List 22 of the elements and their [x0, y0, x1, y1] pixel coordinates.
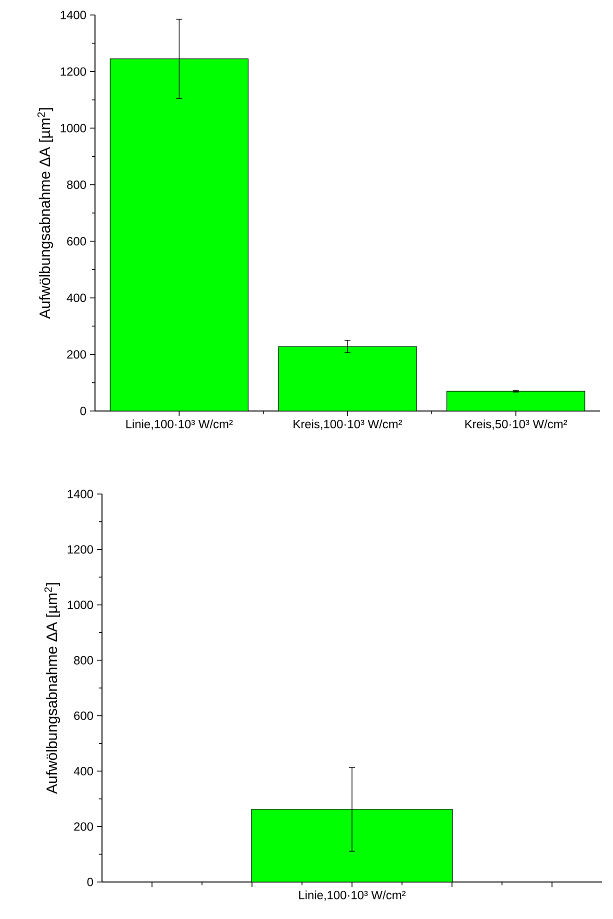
y-tick-label: 200: [74, 822, 94, 831]
x-tick-label: Kreis,100·10³ W/cm²: [294, 420, 402, 430]
y-tick-label: 1400: [68, 490, 94, 498]
y-axis-title: Aufwölbungsabnahme ΔA [µm$^{2}$]: [37, 108, 54, 319]
y-tick-label: 600: [74, 711, 94, 720]
y-tick-label: 400: [74, 766, 94, 776]
y-tick-label: 1200: [68, 545, 94, 554]
x-tick-label: Linie,100·10³ W/cm²: [299, 890, 406, 901]
y-tick-label: 0: [87, 878, 94, 886]
y-tick-label: 600: [67, 237, 86, 246]
y-tick-label: 1000: [60, 124, 86, 132]
y-tick-label: 800: [74, 656, 94, 665]
y-axis-title: Aufwölbungsabnahme ΔA [µm$^{2}$]: [44, 583, 60, 794]
x-tick-label: Kreis,50·10³ W/cm²: [465, 420, 568, 430]
y-tick-label: 1200: [60, 67, 86, 76]
y-tick-label: 1400: [60, 10, 86, 20]
y-tick-label: 0: [80, 406, 86, 416]
y-tick-label: 400: [66, 294, 86, 302]
y-tick-label: 200: [67, 350, 86, 359]
y-tick-label: 1000: [68, 600, 94, 610]
y-tick-label: 800: [67, 180, 86, 189]
x-tick-label: Linie,100·10³ W/cm²: [126, 420, 233, 430]
